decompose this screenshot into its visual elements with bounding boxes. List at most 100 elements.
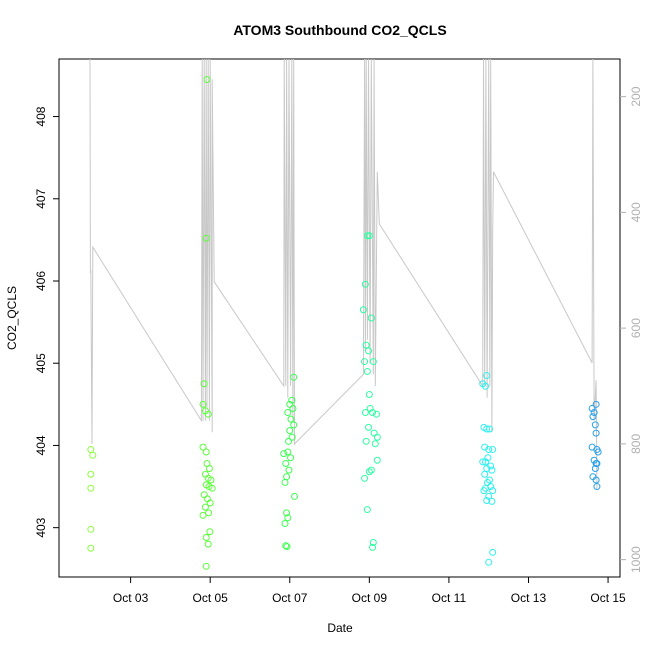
data-point (291, 492, 299, 500)
data-point (592, 400, 600, 408)
data-point (202, 234, 210, 242)
y-tick-label-4: 407 (34, 188, 48, 208)
data-point (288, 433, 296, 441)
y-tick-label-5: 408 (34, 106, 48, 126)
data-point (288, 396, 296, 404)
data-point (589, 413, 597, 421)
data-point (363, 232, 371, 240)
x-tick-label-2: Oct 07 (272, 591, 308, 605)
y2-tick-label-0: 200 (629, 86, 643, 106)
data-point (361, 409, 369, 417)
chart-title: ATOM3 Southbound CO2_QCLS (233, 22, 446, 38)
data-point (592, 476, 600, 484)
data-point (359, 306, 367, 314)
data-point (369, 543, 377, 551)
data-point (593, 460, 601, 468)
y2-tick-label-2: 600 (629, 318, 643, 338)
data-point (489, 548, 497, 556)
data-point (206, 499, 214, 507)
data-point (370, 429, 378, 437)
data-point (489, 446, 497, 454)
data-point (591, 464, 599, 472)
data-point (362, 341, 370, 349)
data-point (485, 558, 493, 566)
data-point (287, 454, 295, 462)
secondary-y-axis: 200 400 600 800 1000 (620, 86, 643, 573)
data-point (285, 437, 293, 445)
y-tick-label-3: 406 (34, 271, 48, 291)
data-point (369, 409, 377, 417)
data-point (365, 468, 373, 476)
data-point (284, 409, 292, 417)
data-point (203, 76, 211, 84)
y2-tick-label-4: 1000 (629, 546, 643, 573)
line-layer (89, 58, 598, 491)
data-point (483, 497, 491, 505)
data-point (365, 423, 373, 431)
data-point (199, 400, 207, 408)
data-point (281, 520, 289, 528)
x-tick-label-6: Oct 15 (590, 591, 626, 605)
data-point (365, 232, 373, 240)
data-point (483, 372, 491, 380)
data-point (205, 464, 213, 472)
data-point (482, 484, 490, 492)
data-point (289, 404, 297, 412)
data-point (373, 433, 381, 441)
data-point (280, 450, 288, 458)
data-point (361, 280, 369, 288)
data-point (283, 473, 291, 481)
data-point (481, 470, 489, 478)
data-point (489, 487, 497, 495)
data-point (282, 460, 290, 468)
data-point (283, 509, 291, 517)
data-point (287, 415, 295, 423)
data-point (373, 456, 381, 464)
data-point (199, 511, 207, 519)
data-point (87, 484, 95, 492)
y-tick-label-0: 403 (34, 517, 48, 537)
data-point (286, 427, 294, 435)
y-tick-label-1: 404 (34, 435, 48, 455)
data-point (363, 367, 371, 375)
data-point (594, 448, 602, 456)
data-point (485, 446, 493, 454)
data-point (361, 358, 369, 366)
x-axis-label: Date (327, 621, 353, 635)
altitude-line (89, 58, 598, 491)
data-point (202, 534, 210, 542)
data-point (204, 410, 212, 418)
data-point (483, 425, 491, 433)
data-point (485, 492, 493, 500)
data-point (204, 540, 212, 548)
data-point (199, 443, 207, 451)
data-point (369, 358, 377, 366)
data-point (361, 474, 369, 482)
data-point (87, 544, 95, 552)
data-point (207, 476, 215, 484)
plot-frame (58, 58, 621, 578)
data-point (363, 506, 371, 514)
data-point (282, 542, 290, 550)
data-point (593, 483, 601, 491)
data-point (591, 421, 599, 429)
y-axis: 403 404 405 406 407 408 (34, 106, 59, 538)
data-point (482, 458, 490, 466)
x-axis: Oct 03 Oct 05 Oct 07 Oct 09 Oct 11 Oct 13 Oct … (113, 577, 626, 605)
x-tick-label-1: Oct 05 (193, 591, 229, 605)
data-point (367, 466, 375, 474)
y-tick-label-2: 405 (34, 353, 48, 373)
data-point (362, 437, 370, 445)
data-point (592, 429, 600, 437)
data-point (373, 410, 381, 418)
data-point (201, 503, 209, 511)
data-point (200, 491, 208, 499)
data-point (588, 404, 596, 412)
data-point (284, 448, 292, 456)
data-point (365, 347, 373, 355)
data-point (89, 451, 97, 459)
y2-tick-label-1: 400 (629, 202, 643, 222)
data-point (479, 458, 487, 466)
y-axis-label: CO2_QCLS (5, 286, 19, 350)
